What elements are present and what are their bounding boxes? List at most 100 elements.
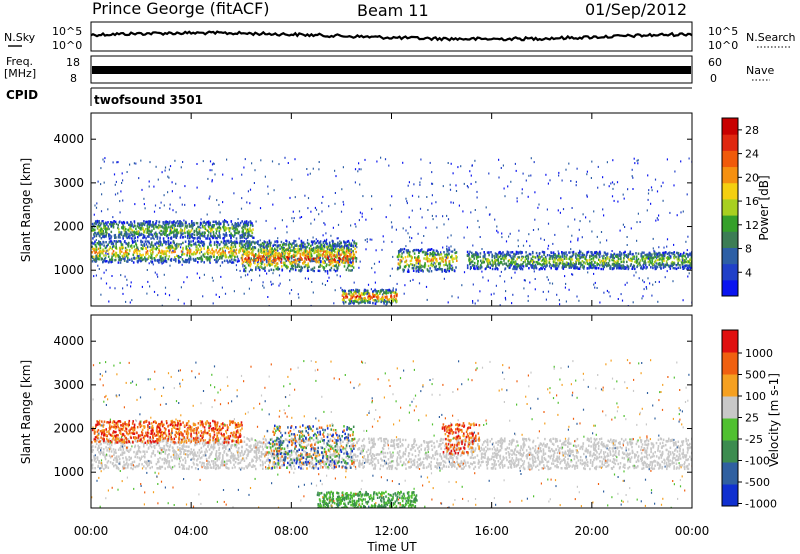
power-cell [377, 294, 379, 297]
power-cell [183, 302, 185, 305]
power-cell [347, 249, 350, 253]
power-cell [499, 254, 502, 257]
power-cell [665, 260, 668, 263]
power-cell [211, 252, 214, 255]
power-cell [157, 294, 159, 297]
power-cell [92, 224, 95, 228]
power-cell [636, 221, 638, 224]
power-cell [113, 245, 115, 248]
power-cell [526, 262, 529, 265]
power-cell [429, 267, 431, 270]
power-cell [179, 260, 181, 264]
power-cell [435, 254, 437, 256]
power-cell [137, 230, 140, 233]
power-cell [330, 266, 333, 270]
power-cell [408, 264, 410, 267]
power-cell [294, 251, 297, 254]
power-cell [195, 227, 198, 231]
power-cell [287, 248, 289, 252]
power-cell [112, 226, 115, 229]
power-cell [164, 286, 167, 289]
power-cell [449, 183, 451, 186]
power-cell [663, 246, 665, 249]
power-cell [167, 242, 170, 245]
power-cell [653, 250, 656, 254]
power-cell [329, 269, 332, 272]
power-cell [419, 263, 421, 267]
power-cell [207, 252, 210, 255]
power-cell [148, 226, 151, 229]
power-cell [632, 188, 634, 190]
power-cell [378, 299, 380, 302]
power-cell [421, 248, 423, 251]
power-cell [268, 258, 271, 261]
power-cell [287, 246, 290, 250]
power-cell [170, 257, 173, 261]
power-cell [468, 257, 471, 260]
power-cell [226, 245, 229, 249]
power-cell [155, 222, 157, 225]
power-cell [383, 240, 385, 243]
power-cell [285, 248, 287, 251]
power-cell [494, 267, 496, 271]
power-cell [482, 255, 485, 258]
power-cell [277, 255, 279, 258]
power-cell [325, 241, 327, 244]
power-cell [353, 281, 355, 284]
power-cell [228, 239, 230, 242]
power-cell [369, 294, 371, 298]
power-cell [632, 265, 634, 269]
power-cell [538, 262, 540, 265]
power-cell [613, 199, 615, 202]
power-cell [206, 237, 209, 240]
power-cell [482, 261, 484, 264]
power-cell [215, 258, 217, 261]
power-cell [578, 228, 580, 231]
power-cell [146, 235, 149, 238]
power-cell [609, 267, 612, 270]
power-cell [521, 188, 523, 191]
power-cell [209, 237, 211, 240]
power-cell [307, 207, 309, 210]
power-cell [205, 229, 208, 232]
power-cell [222, 225, 224, 229]
power-cell [354, 181, 356, 184]
power-cell [187, 245, 190, 248]
power-cell [246, 259, 248, 262]
power-cell [423, 250, 425, 254]
power-cell [584, 256, 586, 259]
power-cell [133, 240, 135, 244]
power-cell [225, 231, 227, 235]
power-cell [571, 254, 574, 258]
power-cell [452, 260, 454, 263]
power-cell [576, 266, 579, 269]
power-cell [319, 250, 321, 253]
power-cell [439, 264, 441, 267]
power-cell [562, 264, 564, 267]
power-cell [533, 255, 535, 259]
power-cell [186, 224, 188, 227]
power-cell [153, 227, 155, 230]
power-cell [229, 250, 232, 253]
power-cell [174, 235, 176, 238]
power-cell [217, 234, 219, 237]
power-cell [677, 262, 679, 266]
power-cell [208, 226, 210, 229]
power-cell [114, 233, 117, 237]
power-cell [169, 203, 171, 206]
power-cell [298, 269, 300, 272]
power-cell [346, 255, 349, 258]
power-cell [628, 258, 630, 261]
power-cell [314, 251, 316, 254]
power-cell [442, 215, 444, 218]
power-cell [225, 255, 228, 259]
power-cell [230, 220, 232, 223]
power-cell [656, 255, 658, 258]
power-cell [208, 257, 210, 261]
power-cell [487, 279, 489, 282]
power-cell [260, 254, 262, 258]
power-cell [612, 262, 614, 266]
power-cell [278, 259, 280, 262]
power-cell [328, 252, 331, 255]
power-cell [591, 160, 593, 163]
